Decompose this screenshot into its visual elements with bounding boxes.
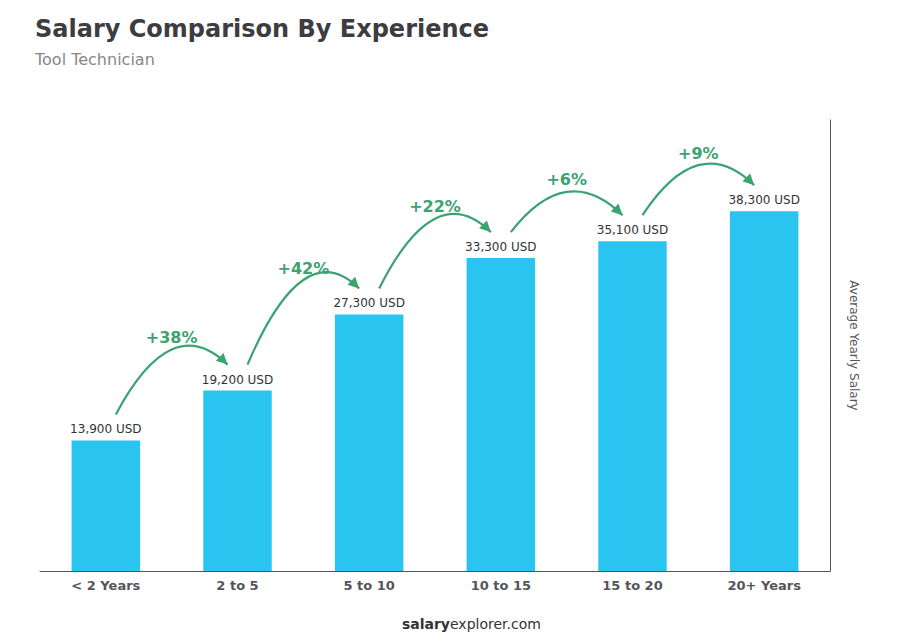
svg-text:19,200 USD: 19,200 USD <box>202 373 273 387</box>
svg-text:< 2 Years: < 2 Years <box>71 578 140 593</box>
svg-text:salary: salary <box>402 616 450 632</box>
svg-text:+9%: +9% <box>678 144 719 163</box>
svg-text:20+ Years: 20+ Years <box>727 578 801 593</box>
svg-text:35,100 USD: 35,100 USD <box>597 223 668 237</box>
svg-text:Tool Technician: Tool Technician <box>34 50 155 69</box>
svg-text:Salary Comparison By Experienc: Salary Comparison By Experience <box>35 15 489 43</box>
svg-text:+6%: +6% <box>546 170 587 189</box>
svg-text:33,300 USD: 33,300 USD <box>465 240 536 254</box>
svg-text:+42%: +42% <box>277 259 329 278</box>
svg-text:+38%: +38% <box>146 328 198 347</box>
svg-text:+22%: +22% <box>409 197 461 216</box>
svg-text:27,300 USD: 27,300 USD <box>333 296 404 310</box>
svg-text:15 to 20: 15 to 20 <box>602 578 662 593</box>
svg-text:Average Yearly Salary: Average Yearly Salary <box>847 280 861 410</box>
svg-text:38,300 USD: 38,300 USD <box>728 193 799 207</box>
svg-text:13,900 USD: 13,900 USD <box>70 422 141 436</box>
svg-text:explorer.com: explorer.com <box>450 616 541 632</box>
svg-text:2 to 5: 2 to 5 <box>216 578 258 593</box>
svg-text:10 to 15: 10 to 15 <box>471 578 531 593</box>
svg-text:5 to 10: 5 to 10 <box>343 578 394 593</box>
